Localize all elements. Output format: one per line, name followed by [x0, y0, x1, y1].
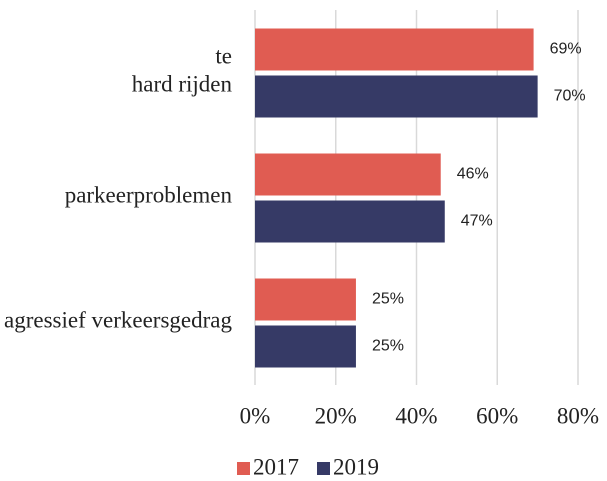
data-label: 25%: [372, 291, 404, 308]
bar: [255, 75, 538, 118]
legend-label: 2017: [253, 454, 299, 479]
data-label: 25%: [372, 338, 404, 355]
legend-swatch: [317, 462, 330, 475]
data-label: 47%: [461, 213, 493, 230]
legend-swatch: [237, 462, 250, 475]
bar: [255, 28, 534, 71]
x-tick-label: 80%: [557, 403, 599, 428]
y-tick-label: parkeerproblemen: [65, 183, 233, 208]
data-label: 69%: [550, 41, 582, 58]
bar: [255, 325, 356, 368]
y-tick-label: te hard rijden: [132, 44, 233, 97]
x-tick-label: 60%: [476, 403, 518, 428]
bar: [255, 200, 445, 243]
x-tick-label: 40%: [395, 403, 437, 428]
bar: [255, 278, 356, 321]
y-tick-label: agressief verkeersgedrag: [4, 308, 232, 333]
x-tick-label: 20%: [315, 403, 357, 428]
bar: [255, 153, 441, 196]
data-label: 70%: [554, 88, 586, 105]
legend-label: 2019: [333, 454, 379, 479]
data-label: 46%: [457, 166, 489, 183]
x-tick-label: 0%: [240, 403, 271, 428]
